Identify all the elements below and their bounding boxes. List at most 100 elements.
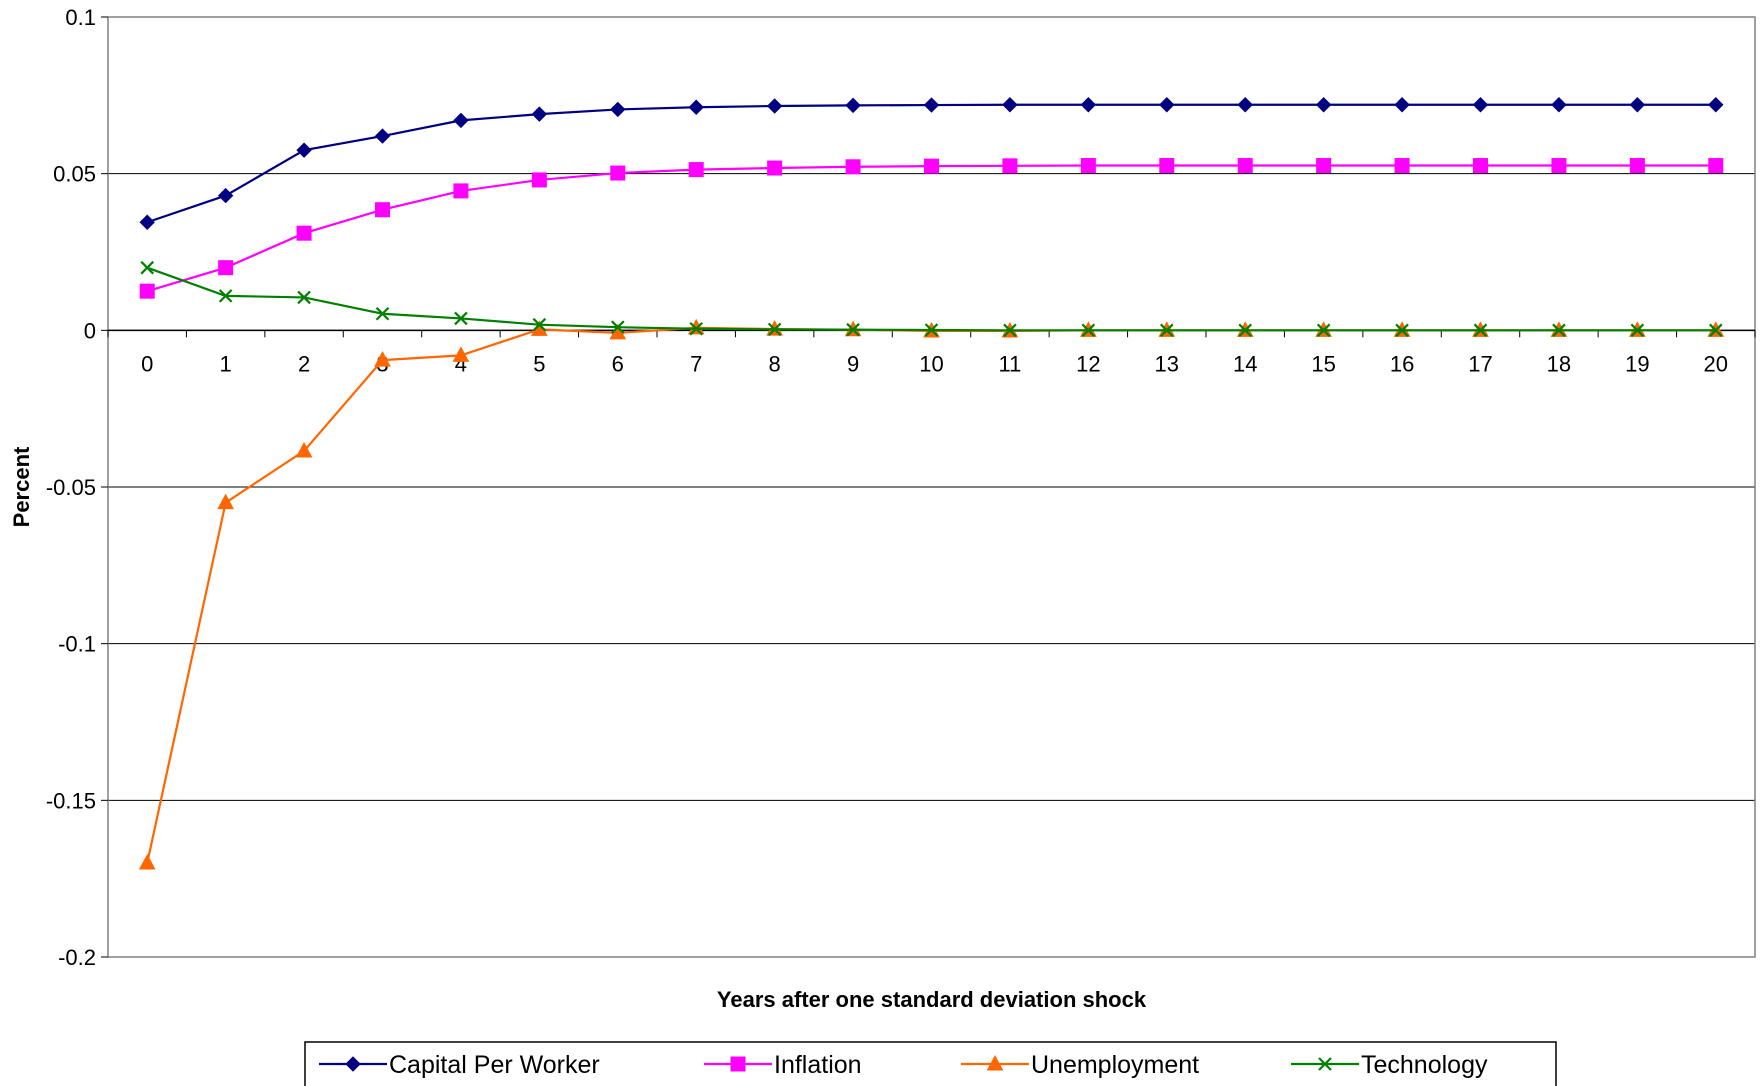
data-point (767, 322, 782, 337)
x-tick-label: 12 (1076, 351, 1100, 376)
data-point (688, 99, 704, 115)
data-point (1551, 158, 1567, 174)
x-tick-label: 10 (919, 351, 943, 376)
legend-label: Inflation (774, 1051, 862, 1079)
legend-label: Capital Per Worker (389, 1051, 600, 1079)
data-point (1316, 323, 1331, 338)
data-point (766, 98, 783, 114)
y-tick-label: -0.2 (58, 945, 96, 970)
data-point (138, 853, 156, 870)
x-tick-label: 18 (1547, 351, 1571, 376)
data-point (217, 493, 234, 510)
data-point (1551, 97, 1567, 113)
x-tick-label: 17 (1468, 351, 1492, 376)
data-point (1473, 323, 1488, 338)
data-point (688, 162, 704, 178)
data-point (845, 159, 861, 175)
data-point (1080, 158, 1096, 174)
data-point (1002, 158, 1018, 174)
series-inflation (139, 158, 1724, 299)
data-point (139, 214, 155, 230)
x-tick-label: 20 (1704, 351, 1728, 376)
data-point (1160, 323, 1174, 338)
data-point (1472, 97, 1489, 113)
data-point (1630, 323, 1645, 338)
legend-marker (986, 1054, 1004, 1071)
data-point (453, 183, 469, 199)
data-point (531, 172, 547, 188)
data-point (611, 320, 625, 334)
data-point (1237, 158, 1253, 174)
data-point (1473, 158, 1488, 174)
y-tick-label: -0.15 (46, 788, 96, 813)
x-tick-label: 15 (1311, 351, 1335, 376)
y-tick-label: -0.1 (58, 632, 96, 657)
x-tick-label: 14 (1233, 351, 1257, 376)
data-point (1237, 97, 1253, 113)
legend-label: Unemployment (1031, 1051, 1199, 1079)
data-point (610, 165, 626, 181)
data-point (610, 101, 626, 118)
data-point (845, 97, 861, 114)
x-tick-label: 5 (533, 351, 545, 376)
legend-item: Capital Per Worker (319, 1051, 600, 1079)
data-point (297, 290, 311, 305)
x-tick-label: 7 (690, 351, 702, 376)
y-axis-title: Percent (9, 446, 34, 527)
x-tick-label: 16 (1390, 351, 1414, 376)
data-point (1708, 158, 1724, 174)
data-point (296, 225, 312, 241)
data-point (531, 106, 548, 122)
legend-item: Inflation (704, 1051, 862, 1079)
data-point (374, 351, 391, 367)
data-point (689, 321, 703, 336)
data-point (296, 142, 312, 158)
data-point (532, 317, 547, 332)
data-point (218, 289, 233, 303)
series-capital-per-worker (139, 97, 1724, 230)
data-point (1709, 323, 1723, 338)
data-point (140, 260, 154, 275)
y-tick-label: -0.05 (46, 475, 96, 500)
legend-marker (1318, 1057, 1332, 1071)
data-point (1159, 158, 1175, 174)
data-point (217, 187, 234, 204)
data-point (687, 318, 705, 335)
x-tick-label: 2 (298, 351, 310, 376)
axes: 0.10.050-0.05-0.1-0.15-0.201234567891011… (46, 5, 1756, 970)
legend-label: Technology (1361, 1051, 1488, 1079)
data-point (1081, 323, 1096, 338)
y-tick-label: 0.05 (53, 162, 96, 187)
legend-item: Unemployment (961, 1051, 1199, 1079)
data-point (1629, 158, 1645, 174)
data-point (1394, 97, 1410, 113)
data-point (375, 306, 390, 321)
data-point (1316, 158, 1332, 174)
data-point (453, 112, 469, 129)
data-point (1315, 97, 1332, 113)
data-point (452, 346, 470, 362)
x-tick-label: 1 (220, 351, 232, 376)
legend-marker (345, 1056, 361, 1072)
data-point (374, 128, 391, 144)
x-tick-label: 9 (847, 351, 859, 376)
data-point (923, 97, 940, 113)
data-point (1395, 323, 1409, 338)
data-point (846, 322, 860, 337)
legend: Capital Per Worker Inflation Unemployment T… (304, 1041, 1557, 1086)
legend-item: Technology (1291, 1051, 1488, 1079)
x-axis-title: Years after one standard deviation shock (717, 987, 1147, 1012)
data-point (1552, 323, 1566, 338)
x-tick-label: 13 (1155, 351, 1179, 376)
x-tick-label: 19 (1625, 351, 1649, 376)
data-point (375, 202, 390, 218)
data-point (924, 323, 939, 337)
legend-marker (730, 1056, 746, 1072)
data-point (295, 441, 313, 458)
x-tick-label: 11 (999, 351, 1022, 376)
x-tick-label: 0 (141, 351, 153, 376)
data-point (454, 311, 468, 326)
x-tick-label: 6 (612, 351, 624, 376)
